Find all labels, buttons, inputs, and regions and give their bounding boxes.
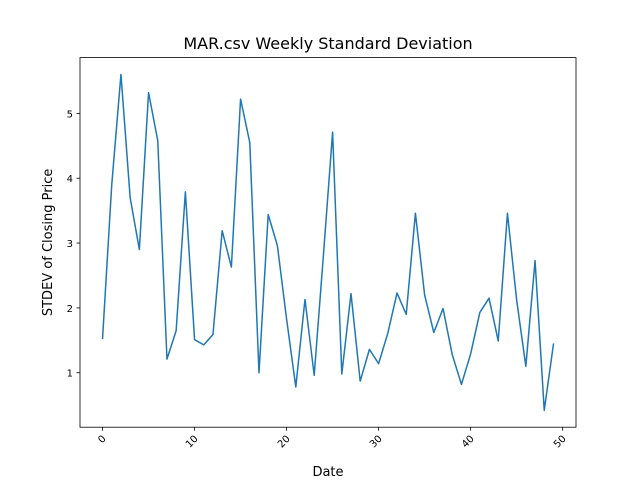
y-tick-label: 2 [67, 304, 73, 315]
chart-title: MAR.csv Weekly Standard Deviation [183, 34, 472, 53]
x-axis-label: Date [312, 465, 343, 480]
y-tick-label: 5 [67, 109, 73, 120]
y-axis-ticks: 1 2 3 4 5 [67, 109, 80, 380]
y-tick-label: 4 [67, 174, 73, 185]
y-tick-label: 3 [67, 239, 73, 250]
axes-frame [79, 57, 577, 428]
plot-area [101, 73, 555, 412]
y-tick-label: 1 [67, 369, 73, 380]
y-axis-label: STDEV of Closing Price [41, 169, 56, 316]
series-line-0 [101, 73, 555, 412]
